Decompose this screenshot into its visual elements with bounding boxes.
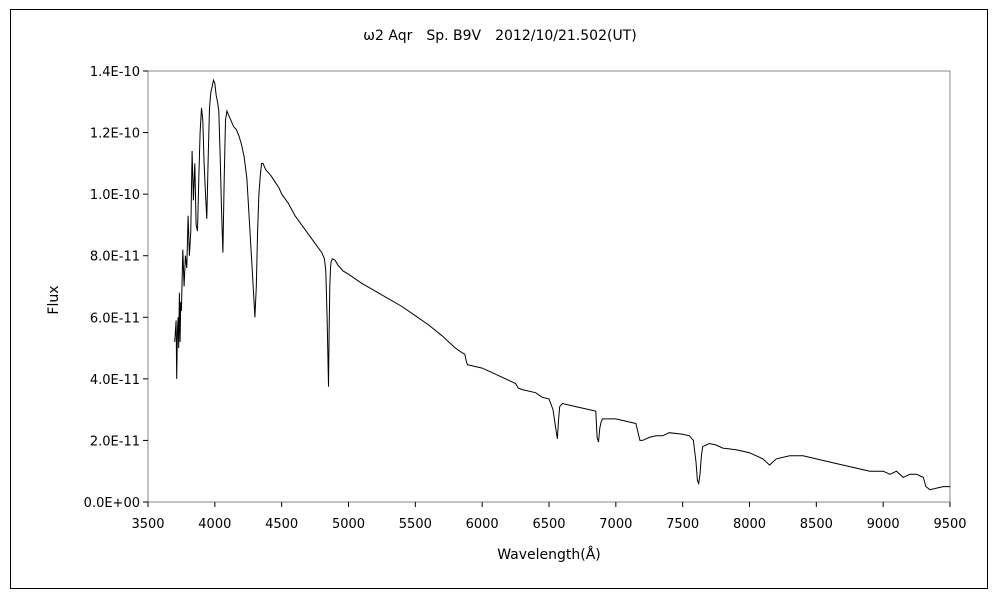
chart-title: ω2 Aqr Sp. B9V 2012/10/21.502(UT) bbox=[363, 28, 636, 44]
y-tick-label: 8.0E-11 bbox=[90, 250, 140, 265]
x-tick-label: 4000 bbox=[198, 517, 231, 532]
x-tick-label: 6500 bbox=[532, 517, 565, 532]
y-tick-label: 2.0E-11 bbox=[90, 434, 140, 449]
y-tick-label: 1.0E-10 bbox=[90, 188, 140, 203]
x-axis-title: Wavelength(Å) bbox=[497, 546, 601, 563]
y-axis-title: Flux bbox=[46, 285, 62, 314]
x-tick-label: 7500 bbox=[666, 517, 699, 532]
x-tick-label: 8500 bbox=[800, 517, 833, 532]
x-tick-label: 8000 bbox=[733, 517, 766, 532]
x-tick-label: 6000 bbox=[466, 517, 499, 532]
x-tick-label: 5000 bbox=[332, 517, 365, 532]
y-tick-label: 4.0E-11 bbox=[90, 373, 140, 388]
x-tick-label: 7000 bbox=[599, 517, 632, 532]
y-tick-label: 1.4E-10 bbox=[90, 65, 140, 80]
y-tick-label: 6.0E-11 bbox=[90, 311, 140, 326]
x-tick-label: 9000 bbox=[867, 517, 900, 532]
plot-area bbox=[147, 70, 951, 503]
x-tick-label: 4500 bbox=[265, 517, 298, 532]
spectrum-line bbox=[174, 78, 950, 491]
x-tick-label: 9500 bbox=[933, 517, 966, 532]
y-axis: 0.0E+00 2.0E-11 4.0E-11 6.0E-11 8.0E-11 1.0E-… bbox=[84, 65, 148, 511]
x-tick-label: 5500 bbox=[399, 517, 432, 532]
chart-frame bbox=[10, 9, 988, 589]
x-tick-label: 3500 bbox=[131, 517, 164, 532]
y-tick-label: 1.2E-10 bbox=[90, 127, 140, 142]
y-tick-label: 0.0E+00 bbox=[84, 496, 140, 511]
x-axis: 3500 4000 4500 5000 5500 6000 6500 7000 7500 8000… bbox=[131, 502, 967, 532]
